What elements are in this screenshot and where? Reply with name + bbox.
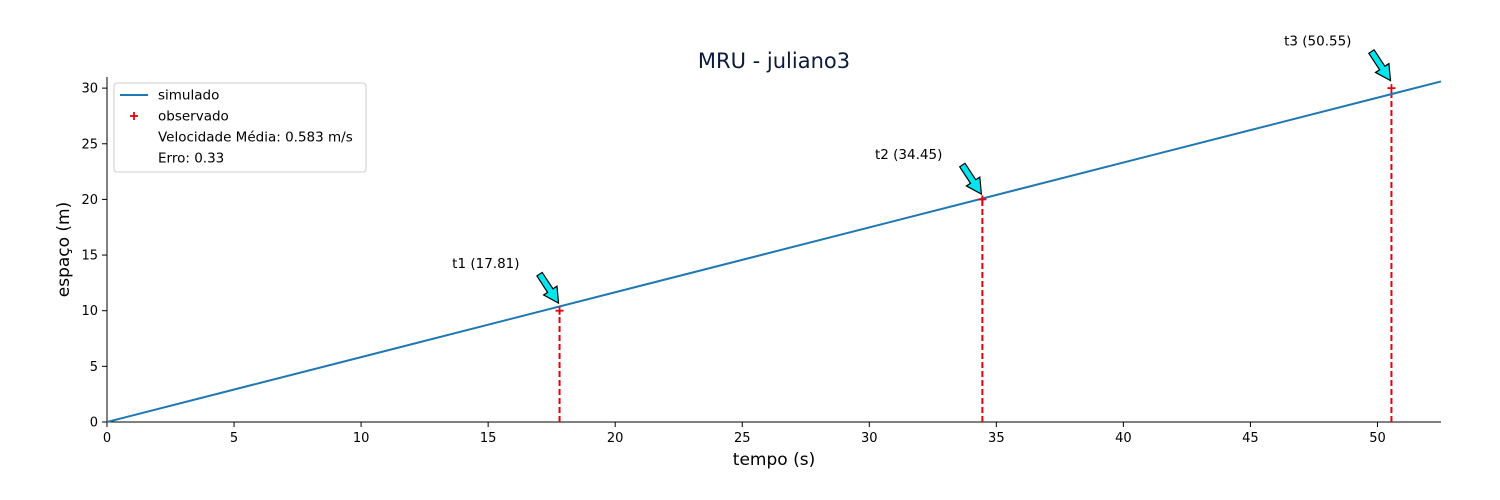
x-tick-label: 30 xyxy=(861,431,878,446)
legend: simulado observado Velocidade Média: 0.583… xyxy=(113,82,367,173)
x-tick-label: 40 xyxy=(1115,431,1132,446)
x-tick-label: 5 xyxy=(230,431,238,446)
observed-point xyxy=(1387,84,1396,93)
y-tick-label: 20 xyxy=(81,193,98,208)
series-line-simulado xyxy=(106,80,1442,423)
annotation-label: t3 (50.55) xyxy=(1284,34,1351,50)
observed-point xyxy=(555,306,564,315)
y-tick-label: 0 xyxy=(90,416,98,431)
y-tick-label: 10 xyxy=(81,304,98,319)
legend-label: Erro: 0.33 xyxy=(158,151,224,167)
legend-entry: observado xyxy=(130,109,229,125)
legend-box xyxy=(113,82,367,173)
series-lines xyxy=(106,80,1442,423)
y-tick-label: 25 xyxy=(81,137,98,152)
y-axis-label: espaço (m) xyxy=(54,202,74,298)
chart-title: MRU - juliano3 xyxy=(698,49,850,73)
legend-entry: Velocidade Média: 0.583 m/s xyxy=(158,130,353,146)
x-tick-label: 10 xyxy=(353,431,370,446)
annotation-arrow xyxy=(1367,48,1392,82)
y-tick-label: 5 xyxy=(90,360,98,375)
legend-label: Velocidade Média: 0.583 m/s xyxy=(158,130,353,146)
x-tick-label: 20 xyxy=(607,431,624,446)
legend-label: observado xyxy=(158,109,229,125)
annotation-label: t2 (34.45) xyxy=(875,147,942,163)
legend-label: simulado xyxy=(158,88,219,104)
observed-markers xyxy=(555,84,1396,315)
annotation-arrow xyxy=(536,271,560,305)
x-tick-label: 25 xyxy=(734,431,751,446)
x-tick-label: 0 xyxy=(103,431,111,446)
axes xyxy=(106,77,1441,423)
annotation: t3 (50.55) xyxy=(1284,34,1392,82)
legend-entry: Erro: 0.33 xyxy=(158,151,224,167)
annotations: t1 (17.81) t2 (34.45) t3 (50.55) xyxy=(452,34,1392,305)
x-axis-label: tempo (s) xyxy=(733,450,815,470)
observed-point xyxy=(978,195,987,204)
y-tick-label: 15 xyxy=(81,249,98,264)
annotation-arrow xyxy=(958,162,983,196)
annotation: t2 (34.45) xyxy=(875,147,983,196)
annotation: t1 (17.81) xyxy=(452,256,560,305)
legend-entry: simulado xyxy=(120,88,219,104)
x-tick-label: 35 xyxy=(988,431,1005,446)
ticks: 0 5 10 15 20 25 30 35 40 45 50 0 5 10 15 20 25 30 xyxy=(81,82,1385,446)
annotation-label: t1 (17.81) xyxy=(452,256,519,272)
x-tick-label: 45 xyxy=(1242,431,1259,446)
x-tick-label: 15 xyxy=(480,431,497,446)
x-tick-label: 50 xyxy=(1369,431,1386,446)
y-tick-label: 30 xyxy=(81,82,98,97)
observation-vlines xyxy=(558,88,1393,422)
